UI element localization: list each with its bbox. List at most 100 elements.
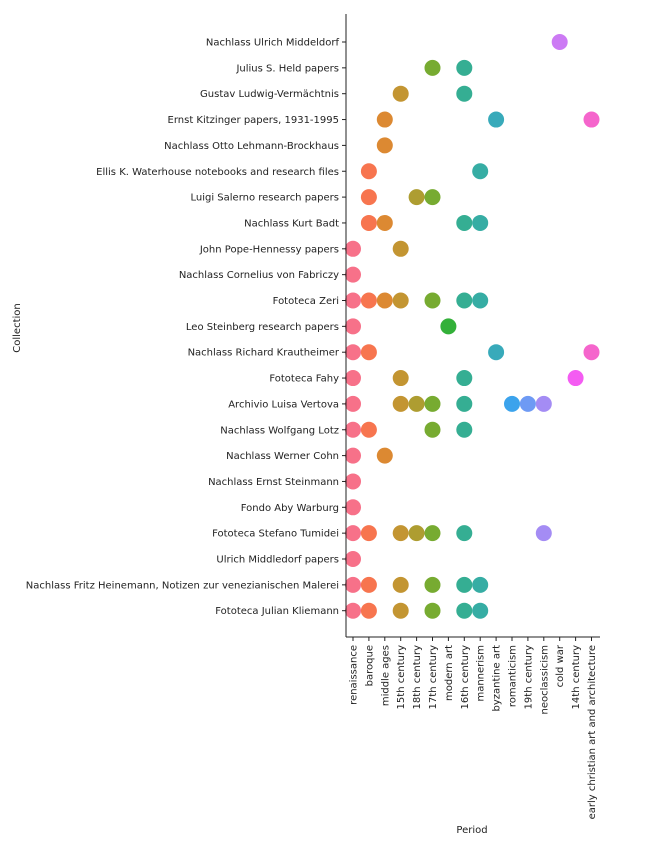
point-renaissance	[345, 447, 361, 464]
point-14th-century	[567, 370, 584, 387]
y-tick-label: Fototeca Fahy	[269, 374, 339, 385]
point-renaissance	[345, 473, 361, 490]
point-16th-century	[456, 370, 473, 387]
y-tick-label: Luigi Salerno research papers	[190, 193, 339, 204]
y-tick-label: Nachlass Werner Cohn	[226, 451, 339, 462]
point-baroque	[360, 214, 377, 231]
point-baroque	[360, 292, 377, 309]
point-middle-ages	[376, 137, 393, 154]
point-baroque	[360, 163, 377, 180]
point-16th-century	[456, 525, 473, 542]
point-early-christian-art-and-architecture	[583, 344, 600, 361]
point-16th-century	[456, 85, 473, 102]
data-points	[345, 34, 600, 619]
point-mannerism	[472, 163, 489, 180]
x-axis-label: Period	[456, 825, 487, 836]
point-17th-century	[424, 59, 441, 76]
point-16th-century	[456, 576, 473, 593]
point-18th-century	[408, 525, 425, 542]
point-19th-century	[519, 395, 536, 412]
point-early-christian-art-and-architecture	[583, 111, 600, 128]
x-tick-label: 17th century	[428, 645, 439, 710]
point-renaissance	[345, 318, 361, 335]
point-renaissance	[345, 576, 361, 593]
y-tick-label: Archivio Luisa Vertova	[228, 399, 339, 410]
point-baroque	[360, 421, 377, 438]
y-tick-label: John Pope-Hennessy papers	[199, 244, 339, 255]
y-tick-label: Fototeca Zeri	[273, 296, 339, 307]
y-tick-label: Nachlass Ulrich Middeldorf	[206, 38, 340, 49]
point-renaissance	[345, 370, 361, 387]
point-neoclassicism	[535, 395, 552, 412]
point-middle-ages	[376, 292, 393, 309]
x-tick-label: early christian art and architecture	[587, 645, 598, 819]
y-tick-label: Julius S. Held papers	[235, 63, 339, 74]
point-renaissance	[345, 525, 361, 542]
point-mannerism	[472, 214, 489, 231]
point-15th-century	[392, 525, 409, 542]
x-tick-label: renaissance	[349, 645, 360, 705]
y-tick-label: Nachlass Cornelius von Fabriczy	[179, 270, 339, 281]
point-17th-century	[424, 189, 441, 206]
point-18th-century	[408, 189, 425, 206]
point-byzantine-art	[488, 344, 505, 361]
point-mannerism	[472, 292, 489, 309]
y-tick-label: Fondo Aby Warburg	[241, 503, 339, 514]
y-tick-label: Fototeca Julian Kliemann	[215, 606, 339, 617]
y-tick-label: Nachlass Otto Lehmann-Brockhaus	[164, 141, 339, 152]
point-renaissance	[345, 395, 361, 412]
point-renaissance	[345, 240, 361, 257]
point-15th-century	[392, 576, 409, 593]
point-15th-century	[392, 292, 409, 309]
point-byzantine-art	[488, 111, 505, 128]
point-baroque	[360, 525, 377, 542]
point-middle-ages	[376, 214, 393, 231]
x-tick-label: modern art	[444, 645, 455, 701]
point-renaissance	[345, 602, 361, 619]
y-tick-label: Nachlass Richard Krautheimer	[188, 348, 340, 359]
point-renaissance	[345, 421, 361, 438]
point-renaissance	[345, 292, 361, 309]
x-tick-label: romanticism	[508, 645, 519, 707]
x-tick-label: 14th century	[571, 645, 582, 710]
x-tick-label: byzantine art	[492, 645, 503, 712]
point-romanticism	[504, 395, 520, 412]
y-tick-label: Nachlass Fritz Heinemann, Notizen zur ve…	[26, 580, 339, 591]
point-middle-ages	[376, 447, 393, 464]
point-16th-century	[456, 602, 473, 619]
point-15th-century	[392, 240, 409, 257]
x-tick-label: cold war	[555, 644, 566, 687]
y-axis-ticks: Nachlass Ulrich Middeldorf Julius S. Held…	[26, 38, 346, 617]
point-baroque	[360, 576, 377, 593]
point-16th-century	[456, 214, 473, 231]
point-baroque	[360, 344, 377, 361]
point-15th-century	[392, 85, 409, 102]
point-16th-century	[456, 395, 473, 412]
x-tick-label: mannerism	[476, 645, 487, 702]
point-renaissance	[345, 499, 361, 516]
y-tick-label: Nachlass Wolfgang Lotz	[220, 425, 339, 436]
point-16th-century	[456, 292, 473, 309]
point-cold-war	[551, 34, 568, 50]
y-tick-label: Ellis K. Waterhouse notebooks and resear…	[96, 167, 339, 178]
point-baroque	[360, 189, 377, 206]
y-axis-label: Collection	[12, 303, 23, 352]
x-tick-label: middle ages	[380, 645, 391, 706]
point-neoclassicism	[535, 525, 552, 542]
x-tick-label: 18th century	[412, 645, 423, 710]
y-tick-label: Fototeca Stefano Tumidei	[212, 529, 339, 540]
point-17th-century	[424, 602, 441, 619]
point-mannerism	[472, 602, 489, 619]
x-tick-label: 15th century	[396, 645, 407, 710]
y-tick-label: Gustav Ludwig-Vermächtnis	[200, 89, 339, 100]
point-16th-century	[456, 59, 473, 76]
point-baroque	[360, 602, 377, 619]
point-modern-art	[440, 318, 457, 335]
point-renaissance	[345, 266, 361, 283]
y-tick-label: Ernst Kitzinger papers, 1931-1995	[168, 115, 339, 126]
x-axis-ticks: renaissance baroque middle ages 15th centur…	[349, 637, 598, 819]
point-17th-century	[424, 421, 441, 438]
point-15th-century	[392, 395, 409, 412]
point-renaissance	[345, 551, 361, 567]
